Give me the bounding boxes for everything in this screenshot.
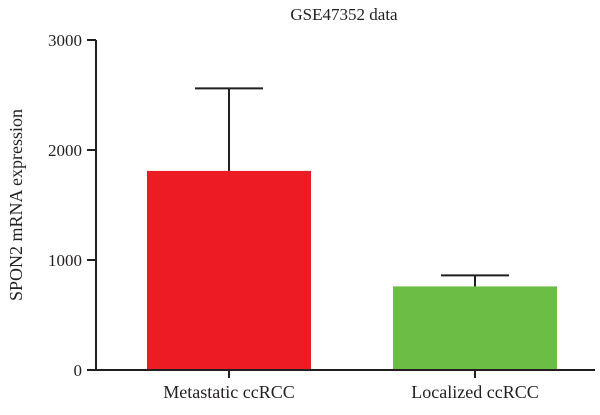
category-label-2: Localized ccRCC [411, 382, 538, 402]
plot-area: Metastatic ccRCC Localized ccRCC 0 1000 2000… [48, 31, 595, 402]
bar-1 [147, 170, 311, 370]
y-axis-label: SPON2 mRNA expression [6, 109, 26, 301]
y-tick-label-3: 2000 [48, 141, 82, 160]
bar-2 [393, 286, 557, 370]
category-label-1: Metastatic ccRCC [163, 382, 294, 402]
y-tick-label-1: 0 [74, 361, 83, 380]
y-tick-label-4: 3000 [48, 31, 82, 50]
chart-title: GSE47352 data [290, 5, 398, 24]
y-tick-label-2: 1000 [48, 251, 82, 270]
